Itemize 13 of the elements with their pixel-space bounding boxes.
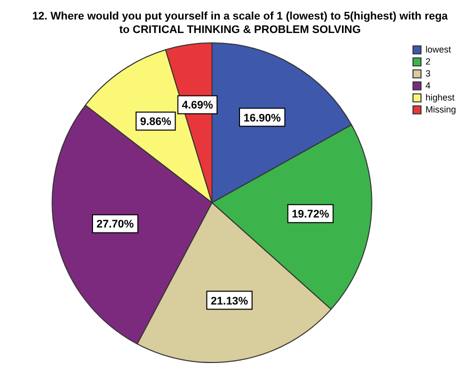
legend-label: 4 <box>425 80 431 90</box>
legend-label: Missing <box>425 104 456 114</box>
legend-label: 3 <box>425 68 431 78</box>
legend-label: lowest <box>425 44 452 54</box>
data-label: 27.70% <box>96 218 134 231</box>
chart-title: 12. Where would you put yourself in a scale of 1 (lowest) to 5(highest) with rega to CRITICAL THINKING & PROBLEM SOLVING <box>32 10 449 36</box>
data-label: 19.72% <box>292 208 330 221</box>
legend-label: 2 <box>425 56 431 66</box>
data-label: 9.86% <box>140 116 172 128</box>
data-label: 4.69% <box>182 100 214 112</box>
legend-label: highest <box>425 92 456 102</box>
data-label: 16.90% <box>244 112 282 124</box>
data-label: 21.13% <box>210 295 248 308</box>
